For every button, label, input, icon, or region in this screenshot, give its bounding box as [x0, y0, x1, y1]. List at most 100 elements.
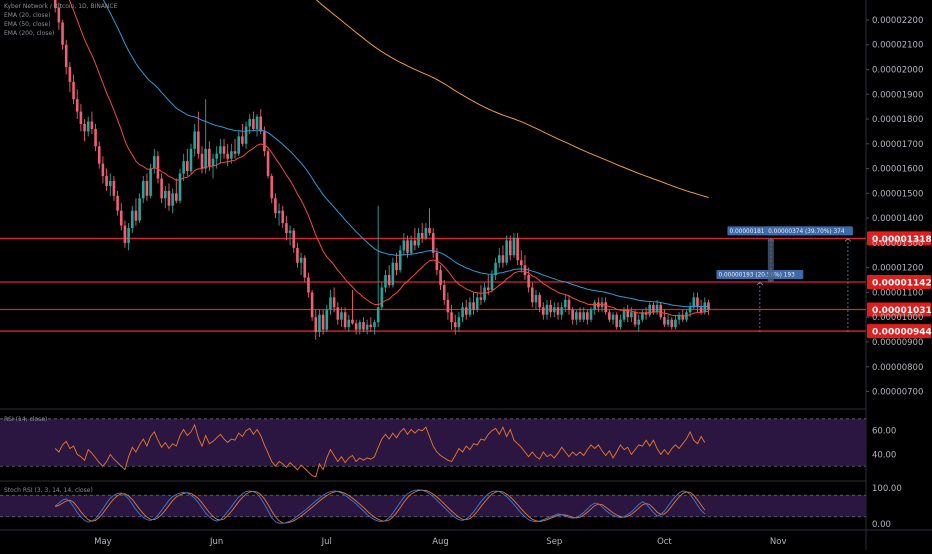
candle-body: [79, 111, 83, 124]
price-axis-tick-label: 0.00001100: [872, 288, 923, 298]
candle-body: [237, 136, 240, 154]
candle-body: [186, 161, 189, 172]
candle-body: [123, 225, 127, 243]
horizontal-level-badge: [867, 231, 931, 246]
candle-body: [637, 319, 641, 325]
candle-body: [490, 275, 494, 290]
candle-body: [160, 178, 163, 199]
candle-body: [589, 309, 593, 320]
candle-body: [420, 232, 424, 238]
candle-body: [406, 240, 409, 253]
candle-body: [285, 223, 288, 233]
candle-body: [707, 302, 710, 310]
price-axis-tick-label: 0.00001700: [872, 140, 923, 150]
candle-body: [446, 299, 450, 313]
candle-body: [277, 210, 281, 214]
candle-body: [219, 146, 222, 154]
candle-body: [321, 314, 325, 330]
candle-body: [472, 302, 475, 310]
candle-body: [343, 312, 347, 328]
candle-body: [450, 312, 453, 323]
stoch-tick-label: 0.00: [872, 520, 891, 530]
candle-body: [494, 262, 497, 276]
measurement-label: 0.00000374 (39.70%) 374: [768, 229, 845, 235]
candle-body: [329, 297, 332, 310]
horizontal-level-badge: [867, 324, 931, 339]
candle-body: [652, 304, 655, 313]
candle-body: [61, 22, 64, 45]
price-axis-tick-label: 0.00001900: [872, 90, 923, 100]
candle-body: [387, 275, 391, 286]
candle-body: [354, 323, 358, 330]
stoch-d-line: [55, 489, 706, 524]
candle-body: [307, 277, 310, 293]
candle-body: [53, 0, 57, 8]
candle-body: [263, 131, 266, 152]
candle-body: [86, 121, 90, 132]
candle-body: [578, 312, 582, 320]
candle-body: [622, 309, 626, 320]
candle-body: [299, 257, 303, 263]
candle-body: [303, 257, 307, 278]
candle-body: [692, 297, 696, 308]
candle-body: [696, 297, 699, 308]
candle-body: [314, 317, 318, 333]
candle-body: [505, 240, 508, 263]
candle-body: [288, 230, 292, 233]
candle-body: [105, 176, 108, 186]
candle-body: [626, 309, 630, 318]
candle-body: [362, 322, 365, 330]
measurement-arrow: [847, 238, 852, 242]
candle-body: [340, 312, 343, 320]
candle-body: [164, 190, 167, 199]
candle-body: [112, 180, 116, 196]
candle-body: [586, 312, 589, 320]
candle-body: [549, 304, 552, 313]
candle-body: [527, 275, 530, 288]
candle-body: [233, 151, 237, 154]
horizontal-level-badge: [867, 275, 931, 290]
candle-body: [266, 151, 270, 177]
candle-body: [677, 314, 681, 320]
rsi-tick-label: 40.00: [872, 450, 896, 460]
candle-body: [208, 148, 211, 167]
candle-body: [119, 210, 123, 226]
candle-body: [292, 230, 296, 248]
candle-body: [608, 312, 611, 320]
candle-body: [241, 136, 244, 144]
horizontal-level-label: 0.00001318: [872, 235, 932, 245]
candle-body: [512, 237, 516, 256]
candle-body: [380, 287, 384, 308]
candle-body: [211, 158, 215, 167]
candle-body: [501, 255, 505, 263]
legend-ema200: EMA (200, close): [4, 30, 55, 37]
candle-body: [83, 123, 86, 132]
price-axis-tick-label: 0.00001000: [872, 313, 923, 323]
stoch-band: [0, 495, 866, 517]
price-axis-tick-label: 0.00000900: [872, 338, 923, 348]
price-axis-tick-label: 0.00000700: [872, 388, 923, 398]
candle-body: [428, 228, 431, 233]
candle-body: [138, 198, 141, 221]
candle-body: [351, 319, 354, 324]
price-axis-tick-label: 0.00000800: [872, 363, 923, 373]
candle-body: [464, 307, 468, 315]
candle-body: [197, 131, 200, 154]
candle-body: [699, 307, 703, 313]
stoch-k-line: [54, 489, 706, 524]
candle-body: [567, 299, 571, 310]
price-axis-tick-label: 0.00001600: [872, 165, 923, 175]
candle-body: [75, 99, 79, 112]
candle-body: [72, 81, 75, 100]
candle-body: [641, 312, 644, 320]
price-axis-tick-label: 0.00001200: [872, 264, 923, 274]
candle-body: [508, 240, 512, 256]
candle-body: [391, 262, 395, 286]
candle-body: [582, 312, 585, 320]
candle-body: [130, 210, 134, 229]
candle-body: [332, 297, 336, 308]
time-axis-label: Aug: [432, 537, 449, 547]
legend-ema50: EMA (50, close): [4, 21, 51, 28]
